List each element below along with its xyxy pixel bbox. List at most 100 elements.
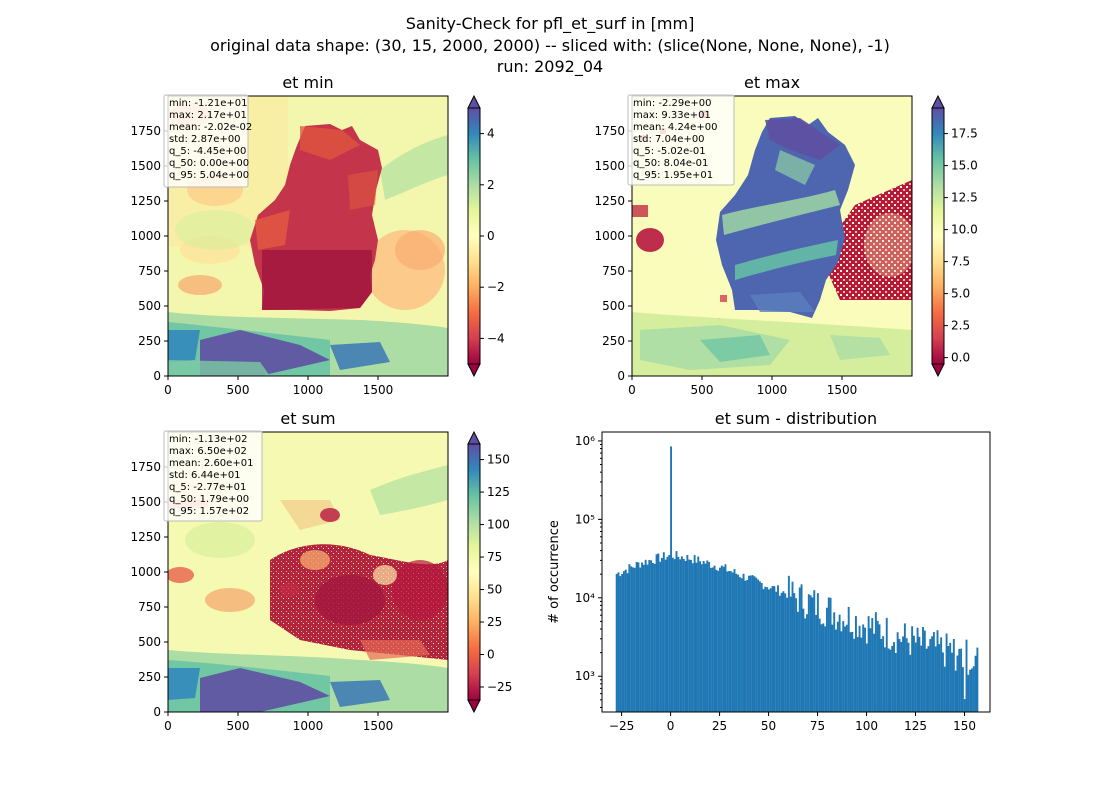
histogram-bar <box>825 607 828 712</box>
histogram-bar <box>941 652 944 712</box>
colorbar-tick-label: 4 <box>487 127 495 141</box>
histogram-bar <box>862 624 865 712</box>
histogram-bar <box>844 626 847 712</box>
y-tick-label: 500 <box>138 299 161 313</box>
histogram-bar <box>838 614 841 712</box>
histogram-bar <box>700 564 703 712</box>
histogram-bar <box>695 562 698 712</box>
histogram-bar <box>764 586 767 712</box>
x-tick-label: 500 <box>227 383 250 397</box>
y-tick-label: 10³ <box>575 669 595 683</box>
histogram-bar <box>786 597 789 712</box>
histogram-bar <box>867 616 870 712</box>
histogram-bar <box>880 638 883 712</box>
figure-title-line-2: original data shape: (30, 15, 2000, 2000… <box>210 36 890 55</box>
figure-title-line-3: run: 2092_04 <box>496 57 604 76</box>
colorbar-tick-label: 100 <box>487 518 510 532</box>
histogram-y-axis-label: # of occurrence <box>547 520 562 624</box>
y-tick-label: 1250 <box>130 530 161 544</box>
histogram-bar <box>728 571 731 712</box>
histogram-bar <box>789 596 792 712</box>
histogram-bar <box>882 636 885 712</box>
histogram-bar <box>679 559 682 712</box>
histogram-bar <box>791 581 794 712</box>
stat-line: q_5: -2.77e+01 <box>169 482 246 493</box>
histogram-bar <box>766 587 769 712</box>
histogram-bar <box>963 699 966 712</box>
histogram-bar <box>896 632 899 712</box>
histogram-bar <box>824 626 827 712</box>
x-tick-label: 1000 <box>293 719 324 733</box>
histogram-bar <box>795 598 798 712</box>
histogram-bar <box>751 575 754 712</box>
y-tick-label: 750 <box>602 264 625 278</box>
histogram-bar <box>925 648 928 712</box>
histogram-bar <box>757 579 760 712</box>
colorbar-tick-label: 75 <box>487 550 502 564</box>
colorbar-tick-label: 0 <box>487 648 495 662</box>
histogram-bar <box>960 648 963 712</box>
colorbar-tick-label: 150 <box>487 453 510 467</box>
histogram-bar <box>740 578 743 712</box>
histogram-bar <box>854 616 857 712</box>
histogram-bar <box>816 593 819 712</box>
y-tick-label: 750 <box>138 264 161 278</box>
histogram-bar <box>709 567 712 712</box>
histogram-bar <box>927 646 930 712</box>
histogram-bar <box>726 571 729 712</box>
y-tick-label: 750 <box>138 600 161 614</box>
histogram-bar <box>639 567 642 712</box>
stat-line: q_50: 1.79e+00 <box>169 494 249 505</box>
histogram-bar <box>729 571 732 712</box>
histogram-bar <box>755 577 758 712</box>
histogram-bar <box>684 560 687 712</box>
histogram-bar <box>724 564 727 712</box>
histogram-bar <box>787 575 790 712</box>
y-tick-label: 0 <box>153 705 161 719</box>
histogram-bar <box>940 637 943 712</box>
histogram-bar <box>943 666 946 712</box>
histogram-bar <box>753 576 756 712</box>
x-tick-label: 1500 <box>363 719 394 733</box>
histogram-bar <box>628 564 631 712</box>
histogram-bar <box>907 642 910 712</box>
y-tick-label: 1500 <box>130 159 161 173</box>
histogram-bar <box>648 560 651 712</box>
histogram-bar <box>902 636 905 712</box>
x-tick-label: 50 <box>761 719 776 733</box>
histogram-bar <box>923 630 926 712</box>
histogram-bar <box>969 669 972 712</box>
histogram-bar <box>793 593 796 712</box>
histogram-bar <box>874 612 877 712</box>
histogram-bar <box>887 648 890 712</box>
histogram-bar <box>931 636 934 712</box>
x-tick-label: 1500 <box>827 383 858 397</box>
histogram-bar <box>934 646 937 712</box>
histogram-bar <box>806 614 808 712</box>
histogram-bar <box>633 567 636 712</box>
histogram-bar <box>922 627 924 712</box>
y-tick-label: 1000 <box>130 565 161 579</box>
histogram-bar <box>932 632 935 712</box>
colorbar-tick-label: 0 <box>487 229 495 243</box>
histogram-bar <box>849 632 852 712</box>
histogram-bar <box>822 623 825 712</box>
histogram-bar <box>704 563 707 712</box>
histogram-bar <box>749 575 752 712</box>
stat-line: min: -1.13e+02 <box>169 434 248 445</box>
stat-line: q_95: 1.95e+01 <box>633 170 713 181</box>
histogram-bar <box>673 559 676 712</box>
histogram-bar <box>670 446 673 712</box>
axes-et-min: 0 500 1000 1500 0 250 500 750 1000 1250 1500 1750 <box>130 124 393 397</box>
histogram-bar <box>894 653 897 712</box>
histogram-bar <box>748 575 750 712</box>
histogram-bar <box>883 647 886 712</box>
y-tick-label: 1250 <box>594 194 625 208</box>
stat-line: std: 2.87e+00 <box>169 134 241 145</box>
panel-et-min: 0 500 1000 1500 0 250 500 750 1000 1250 1500 1750 m… <box>130 94 505 397</box>
histogram-bar <box>949 642 952 712</box>
x-tick-label: 1500 <box>363 383 394 397</box>
histogram-bar <box>653 563 656 712</box>
histogram-bar <box>796 611 799 712</box>
histogram-bar <box>662 552 665 712</box>
